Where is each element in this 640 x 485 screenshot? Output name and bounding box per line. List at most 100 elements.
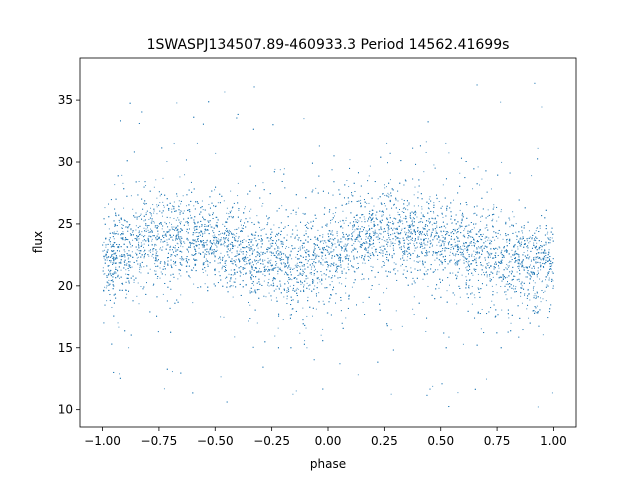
data-point <box>406 238 408 240</box>
data-point <box>485 240 487 242</box>
data-point <box>256 322 258 324</box>
data-point <box>332 251 334 253</box>
data-point <box>482 251 483 252</box>
data-point <box>199 234 201 236</box>
data-point <box>544 257 546 259</box>
data-point <box>317 229 319 231</box>
data-point <box>532 280 534 282</box>
data-point <box>113 272 115 274</box>
data-point <box>484 237 486 239</box>
data-point <box>164 221 166 223</box>
data-point <box>436 232 438 234</box>
data-point <box>166 242 168 244</box>
data-point <box>531 175 533 177</box>
data-point <box>295 213 297 215</box>
data-point <box>530 259 532 261</box>
data-point <box>484 227 486 229</box>
data-point <box>212 235 214 237</box>
data-point <box>232 274 234 276</box>
data-point <box>250 265 252 267</box>
data-point <box>462 235 464 237</box>
data-point <box>152 248 154 250</box>
data-point <box>422 261 424 263</box>
data-point <box>262 182 264 184</box>
data-point <box>386 259 388 261</box>
data-point <box>427 240 429 242</box>
data-point <box>510 297 512 299</box>
data-point <box>201 200 203 202</box>
data-point <box>286 298 288 300</box>
data-point <box>328 246 330 248</box>
data-point <box>402 239 404 241</box>
data-point <box>337 241 339 243</box>
data-point <box>224 245 226 247</box>
data-point <box>279 259 281 261</box>
data-point <box>456 240 458 242</box>
data-point <box>220 237 222 239</box>
data-point <box>144 203 146 205</box>
data-point <box>193 226 195 228</box>
data-point <box>449 260 451 262</box>
data-point <box>334 215 336 217</box>
data-point <box>363 216 365 218</box>
data-point <box>170 245 172 247</box>
data-point <box>339 220 341 222</box>
data-point <box>193 227 195 229</box>
data-point <box>545 242 547 244</box>
data-point <box>259 268 261 270</box>
data-point <box>261 205 263 207</box>
data-point <box>184 242 186 244</box>
data-point <box>536 227 538 229</box>
data-point <box>151 229 153 231</box>
data-point <box>275 297 277 299</box>
data-point <box>283 296 285 298</box>
data-point <box>373 246 375 248</box>
data-point <box>355 238 357 240</box>
data-point <box>427 254 429 256</box>
data-point <box>474 297 476 299</box>
data-point <box>248 320 249 322</box>
data-point <box>426 244 428 246</box>
data-point <box>145 212 147 214</box>
data-point <box>346 254 348 256</box>
data-point <box>341 246 343 248</box>
data-point <box>228 240 230 242</box>
data-point <box>274 168 276 170</box>
data-point <box>276 263 278 265</box>
data-point <box>144 235 146 237</box>
data-point <box>535 240 537 242</box>
data-point <box>489 275 491 277</box>
data-point <box>406 232 408 234</box>
data-point <box>417 205 419 207</box>
data-point <box>132 208 134 210</box>
data-point <box>353 257 355 259</box>
data-point <box>462 250 464 252</box>
data-point <box>247 235 249 237</box>
data-point <box>139 269 141 271</box>
data-point <box>308 222 310 224</box>
data-point <box>269 243 271 245</box>
data-point <box>533 240 535 242</box>
data-point <box>156 228 158 230</box>
data-point <box>418 221 420 223</box>
data-point <box>378 283 380 285</box>
data-point <box>489 239 491 241</box>
data-point <box>477 166 479 168</box>
data-point <box>250 208 252 210</box>
data-point <box>542 280 544 282</box>
data-point <box>186 238 188 240</box>
data-point <box>213 239 215 241</box>
data-point <box>364 254 366 256</box>
data-point <box>230 215 232 217</box>
data-point <box>212 243 213 245</box>
data-point <box>345 256 347 258</box>
data-point <box>253 234 255 236</box>
data-point <box>531 272 533 274</box>
data-point <box>497 248 499 250</box>
data-point <box>385 240 387 242</box>
data-point <box>125 269 127 271</box>
data-point <box>419 242 420 244</box>
data-point <box>176 242 178 244</box>
data-point <box>138 180 140 182</box>
data-point <box>394 268 396 269</box>
